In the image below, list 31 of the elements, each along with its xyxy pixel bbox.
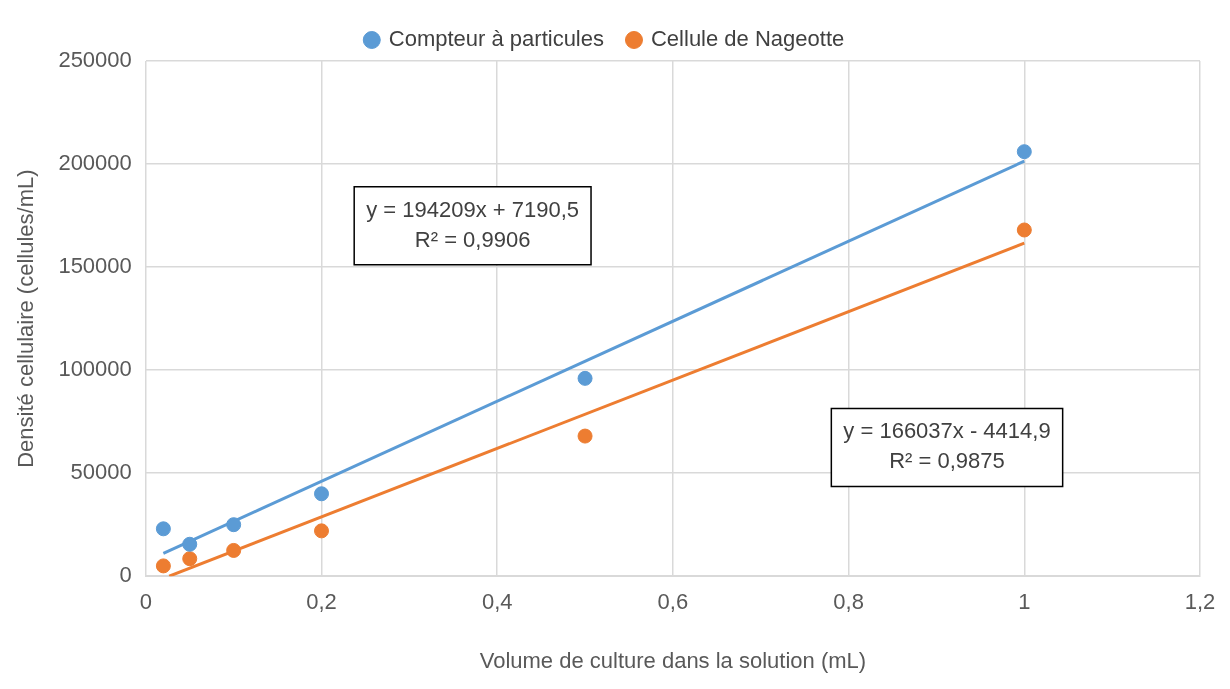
annotation: y = 194209x + 7190,5 R² = 0,9906 (366, 196, 580, 252)
point (226, 542, 242, 558)
x-tick-label: 0,4 (481, 589, 513, 615)
y-tick-label: 200000 (58, 150, 132, 176)
point (577, 370, 593, 386)
annotation: y = 166037x - 4414,9 R² = 0,9875 (843, 418, 1051, 474)
x-tick-label: 0,6 (657, 589, 689, 615)
y-tick-label: 100000 (58, 356, 132, 382)
y-tick-label: 150000 (58, 253, 132, 279)
point (226, 517, 242, 533)
y-axis-title: Densité cellulaire (cellules/mL) (13, 169, 39, 468)
point (155, 521, 171, 537)
x-tick-label: 1 (1018, 589, 1031, 615)
point (1016, 144, 1032, 160)
y-tick-label: 50000 (70, 459, 132, 485)
legend-label: Compteur à particules (388, 26, 604, 52)
point (314, 523, 330, 539)
x-tick-label: 0,2 (306, 589, 337, 615)
y-tick-label: 250000 (58, 47, 132, 73)
x-tick-label: 0,8 (833, 589, 864, 615)
x-tick-label: 0 (139, 589, 152, 615)
point (1016, 222, 1032, 238)
x-tick-label: 1,2 (1184, 589, 1216, 615)
point (155, 558, 171, 574)
legend-label: Cellule de Nageotte (650, 26, 845, 52)
point (182, 551, 198, 567)
y-tick-label: 0 (119, 562, 132, 588)
point (182, 536, 198, 552)
point (314, 486, 330, 502)
point (577, 428, 593, 444)
x-axis-title: Volume de culture dans la solution (mL) (479, 647, 867, 673)
